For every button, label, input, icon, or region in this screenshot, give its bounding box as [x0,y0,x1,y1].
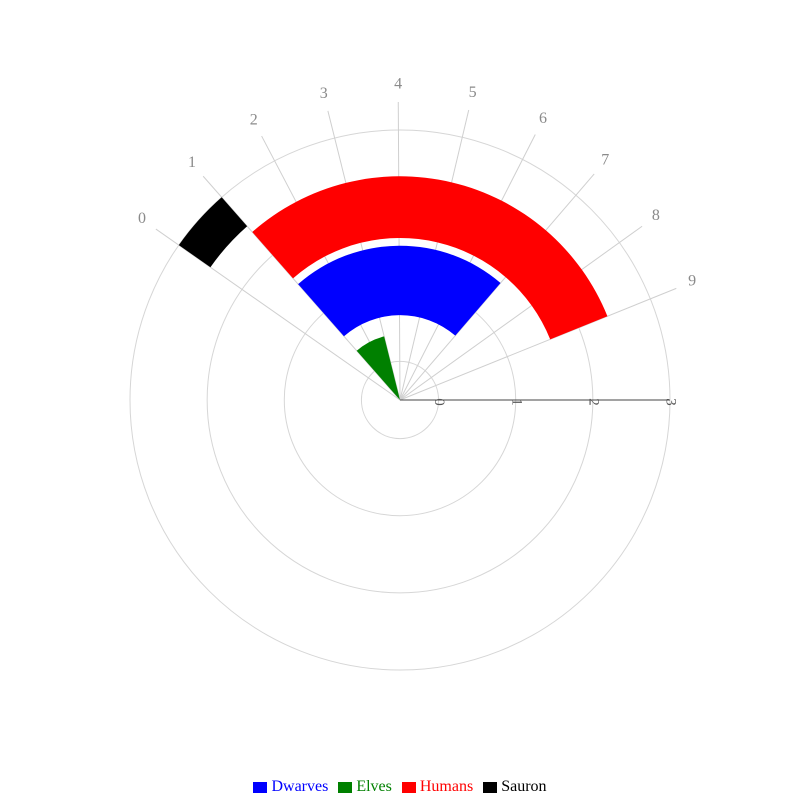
radial-tick-label: 3 [663,398,679,406]
legend-item-sauron[interactable]: Sauron [483,778,547,796]
legend-swatch [253,781,268,793]
bar-sauron [178,197,248,268]
angular-tick-label: 7 [601,152,609,169]
legend: Dwarves Elves Humans Sauron [0,776,800,798]
legend-item-elves[interactable]: Elves [338,778,392,796]
radial-tick-label: 1 [508,398,524,406]
angular-tick-label: 5 [469,84,477,101]
radial-tick-label: 0 [431,398,447,406]
legend-swatch [483,781,498,793]
legend-swatch [338,781,353,793]
legend-item-dwarves[interactable]: Dwarves [253,778,328,796]
angular-gridline [399,225,643,401]
legend-item-humans[interactable]: Humans [401,778,474,796]
radial-tick-label: 2 [585,398,601,406]
angular-tick-label: 6 [539,110,547,127]
grid-layer: 0 1 2 3 4 5 6 7 8 9 [129,76,696,671]
bars-layer [178,176,608,400]
legend-label: Elves [356,778,392,795]
angular-tick-label: 0 [138,210,146,227]
angular-tick-label: 2 [250,112,258,129]
bar-dwarves [298,245,501,337]
bar-humans [252,176,608,340]
legend-swatch [401,781,416,793]
angular-tick-label: 3 [320,85,328,102]
bar-elves [356,336,400,400]
angular-gridline [155,228,401,401]
axis-layer: 0 1 2 3 [400,398,679,406]
angular-tick-label: 9 [688,273,696,290]
legend-label: Sauron [501,778,547,795]
legend-label: Dwarves [271,778,329,795]
angular-gridline [399,287,677,401]
angular-tick-label: 1 [188,154,196,171]
legend-label: Humans [419,778,474,795]
angular-tick-label: 8 [652,207,660,224]
angular-tick-label: 4 [394,76,402,93]
